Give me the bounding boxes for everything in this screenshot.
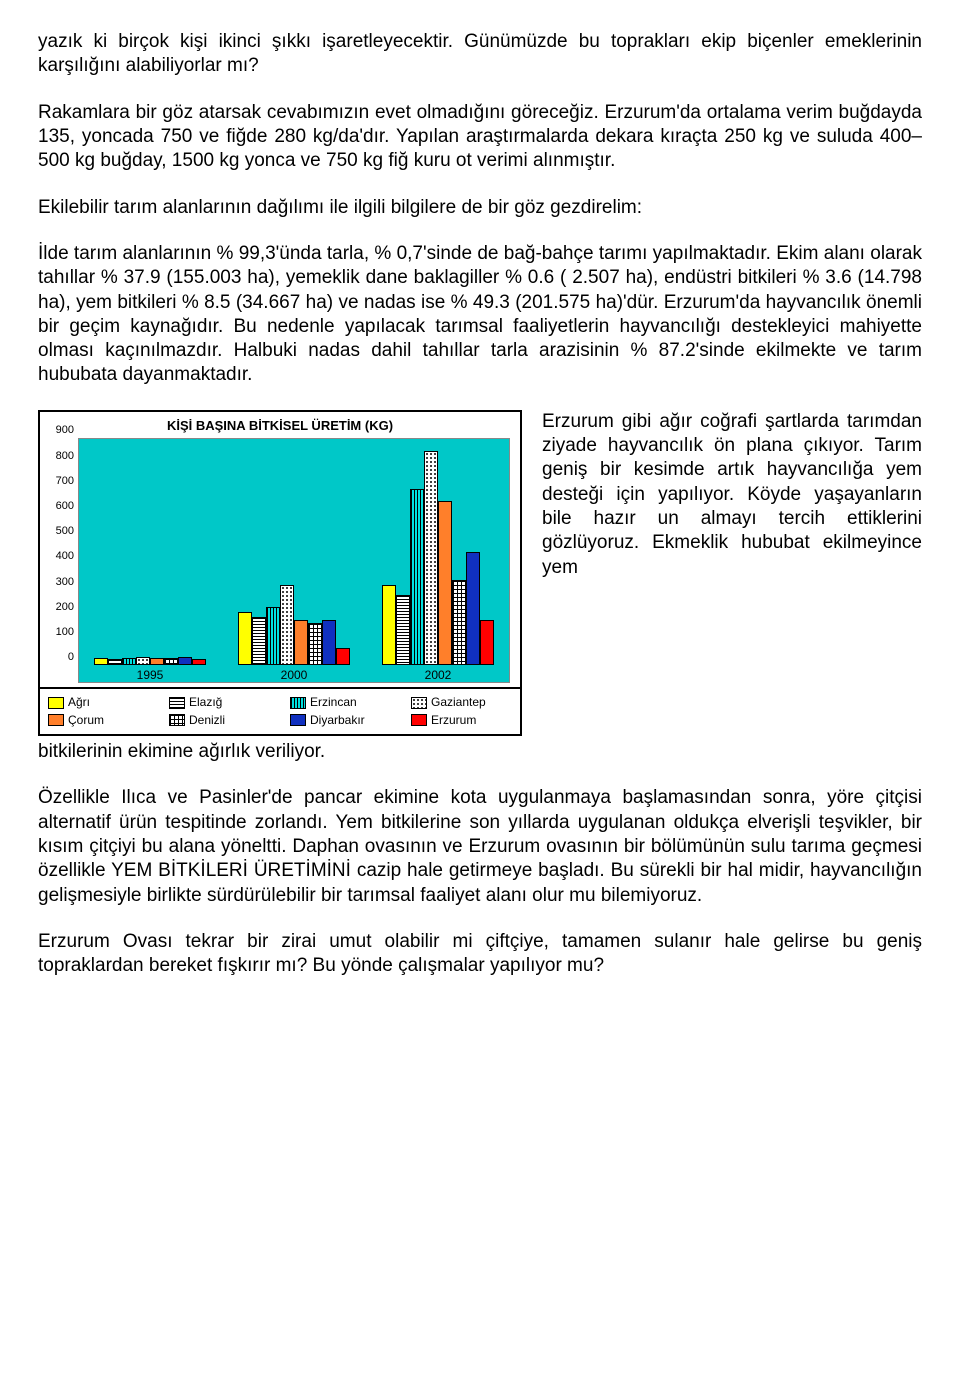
chart-x-labels: 1995 2000 2002 — [78, 668, 510, 683]
bar-group — [382, 451, 494, 665]
x-tick-label: 2002 — [425, 668, 452, 683]
legend-item: Erzincan — [290, 695, 391, 710]
y-tick-label: 800 — [56, 448, 74, 462]
bar — [266, 607, 280, 665]
bar — [108, 659, 122, 665]
bar — [396, 595, 410, 666]
bar — [94, 658, 108, 666]
legend-label: Elazığ — [189, 695, 222, 710]
bar — [410, 489, 424, 666]
paragraph-intro-2: Rakamlara bir göz atarsak cevabımızın ev… — [38, 101, 922, 174]
bar — [164, 658, 178, 666]
paragraph-intro-1: yazık ki birçok kişi ikinci şıkkı işaret… — [38, 30, 922, 79]
legend-item: Erzurum — [411, 713, 512, 728]
chart-y-axis: 0100200300400500600700800900 — [44, 438, 74, 665]
legend-item: Denizli — [169, 713, 270, 728]
paragraph-5: Özellikle Ilıca ve Pasinler'de pancar ek… — [38, 786, 922, 908]
bar — [122, 658, 136, 666]
legend-item: Diyarbakır — [290, 713, 391, 728]
y-tick-label: 300 — [56, 575, 74, 589]
bar — [322, 620, 336, 665]
legend-item: Çorum — [48, 713, 149, 728]
y-tick-label: 200 — [56, 600, 74, 614]
bar-group — [94, 657, 206, 666]
bar — [480, 620, 494, 665]
bar — [466, 552, 480, 666]
tail-line: bitkilerinin ekimine ağırlık veriliyor. — [38, 740, 922, 764]
chart-plot: 0100200300400500600700800900 19952000200… — [78, 438, 510, 683]
paragraph-intro-4: İlde tarım alanlarının % 99,3'ünda tarla… — [38, 242, 922, 388]
y-tick-label: 400 — [56, 549, 74, 563]
legend-item: Elazığ — [169, 695, 270, 710]
x-tick-label: 2000 — [281, 668, 308, 683]
chart-container: KİŞİ BAŞINA BİTKİSEL ÜRETİM (KG) 0 100 200… — [38, 410, 522, 736]
legend-label: Denizli — [189, 713, 225, 728]
legend-swatch — [290, 714, 306, 726]
bar — [452, 580, 466, 666]
bar — [192, 659, 206, 665]
chart-bars-area — [78, 438, 510, 665]
y-tick-label: 900 — [56, 423, 74, 437]
legend-swatch — [48, 714, 64, 726]
bar — [424, 451, 438, 665]
bar — [308, 623, 322, 666]
legend-swatch — [411, 697, 427, 709]
bar — [438, 501, 452, 665]
chart-title: KİŞİ BAŞINA BİTKİSEL ÜRETİM (KG) — [40, 412, 520, 437]
bar — [178, 657, 192, 665]
chart-and-text-row: KİŞİ BAŞINA BİTKİSEL ÜRETİM (KG) 0 100 200… — [38, 410, 922, 740]
y-tick-label: 700 — [56, 474, 74, 488]
bar-group — [238, 585, 350, 666]
y-tick-label: 100 — [56, 625, 74, 639]
y-tick-label: 0 — [68, 650, 74, 664]
y-tick-label: 500 — [56, 524, 74, 538]
legend-item: Ağrı — [48, 695, 149, 710]
bar — [238, 612, 252, 665]
y-tick-label: 600 — [56, 499, 74, 513]
x-tick-label: 1995 — [137, 668, 164, 683]
chart-legend: Ağrı Elazığ Erzincan Gaziantep Çorum Denizli D… — [40, 687, 520, 734]
legend-row: Çorum Denizli Diyarbakır Erzurum — [48, 713, 512, 728]
bar — [280, 585, 294, 666]
legend-label: Ağrı — [68, 695, 90, 710]
legend-row: Ağrı Elazığ Erzincan Gaziantep — [48, 695, 512, 710]
bar — [136, 657, 150, 666]
legend-item: Gaziantep — [411, 695, 512, 710]
bar — [382, 585, 396, 666]
legend-label: Erzurum — [431, 713, 476, 728]
legend-swatch — [290, 697, 306, 709]
bar — [294, 620, 308, 665]
paragraph-6: Erzurum Ovası tekrar bir zirai umut olab… — [38, 930, 922, 979]
bar — [336, 648, 350, 666]
legend-label: Gaziantep — [431, 695, 486, 710]
legend-label: Çorum — [68, 713, 104, 728]
paragraph-intro-3: Ekilebilir tarım alanlarının dağılımı il… — [38, 196, 922, 220]
legend-swatch — [169, 697, 185, 709]
legend-label: Diyarbakır — [310, 713, 365, 728]
bar — [252, 617, 266, 665]
side-paragraph: Erzurum gibi ağır coğrafi şartlarda tarı… — [542, 410, 922, 580]
legend-swatch — [411, 714, 427, 726]
legend-label: Erzincan — [310, 695, 357, 710]
bar — [150, 658, 164, 666]
legend-swatch — [48, 697, 64, 709]
legend-swatch — [169, 714, 185, 726]
